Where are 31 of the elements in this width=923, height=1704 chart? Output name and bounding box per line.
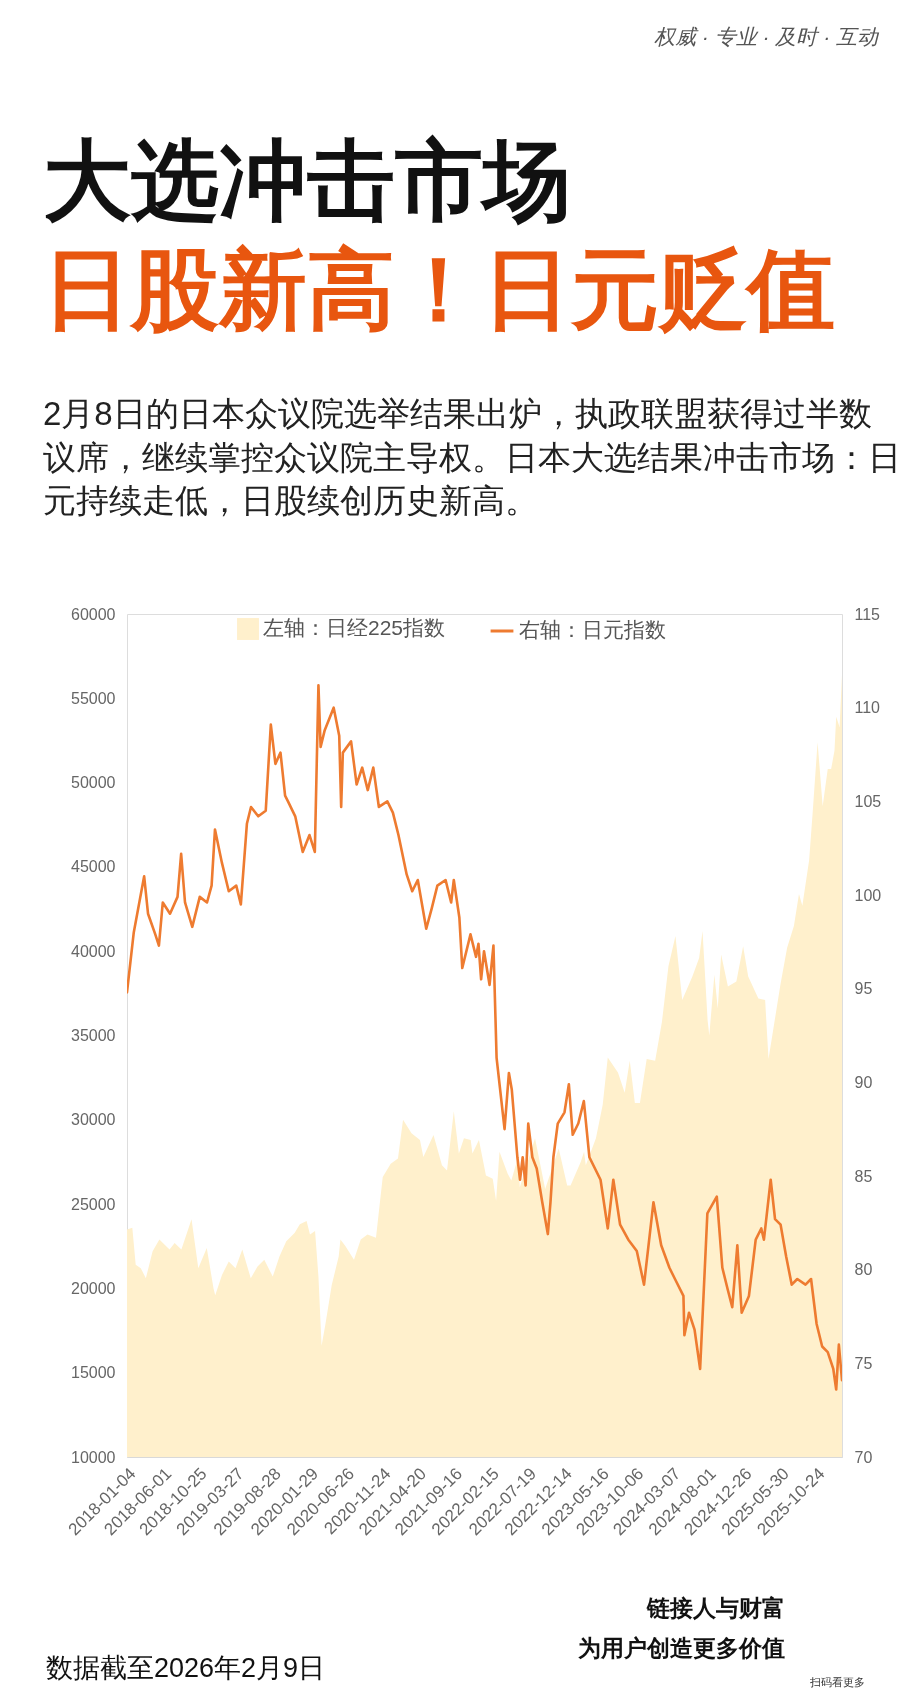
y-tick-label: 30000 (71, 1111, 116, 1129)
y-tick-label: 10000 (71, 1448, 116, 1466)
chart-subtitle: 日股新高！日元贬值 (43, 240, 835, 339)
legend-label: 左轴：日经225指数 (263, 616, 446, 639)
y2-tick-label: 90 (854, 1073, 873, 1091)
text: 为用户创造更多价值 (578, 1635, 785, 1661)
y-tick-label: 45000 (71, 858, 116, 876)
y-tick-label: 50000 (71, 774, 116, 792)
y-tick-label: 60000 (71, 605, 116, 623)
y2-tick-label: 80 (854, 1261, 873, 1279)
text: 权威 · 专业 · 及时 · 互动 (654, 25, 880, 48)
y2-tick-label: 110 (854, 699, 881, 717)
y-tick-label: 40000 (71, 942, 116, 960)
y-tick-label: 55000 (71, 689, 116, 707)
y2-tick-label: 95 (854, 980, 873, 998)
y2-tick-label: 70 (854, 1448, 873, 1466)
y2-tick-label: 105 (854, 792, 882, 810)
text: 扫码看更多 (808, 1676, 865, 1688)
y2-tick-label: 100 (854, 886, 882, 904)
y2-tick-label: 85 (854, 1167, 873, 1185)
y-tick-label: 20000 (71, 1279, 116, 1297)
y2-tick-label: 115 (854, 605, 881, 623)
y2-tick-label: 75 (854, 1354, 873, 1372)
text: 数据截至2026年2月9日 (46, 1653, 326, 1683)
y-tick-label: 35000 (71, 1027, 116, 1044)
text: 链接人与财富 (646, 1595, 785, 1621)
y-tick-label: 25000 (71, 1195, 116, 1213)
chart-title: 大选冲击市场 (43, 131, 571, 230)
text: 2月8日的日本众议院选举结果出炉，执政联盟获得过半数议席，继续掌控众议院主导权。日本大选结果冲击市场：日元持续走低，日股续创历史新高。 (43, 395, 901, 519)
y-tick-label: 15000 (71, 1364, 116, 1382)
legend-label: 右轴：日元指数 (519, 618, 666, 641)
